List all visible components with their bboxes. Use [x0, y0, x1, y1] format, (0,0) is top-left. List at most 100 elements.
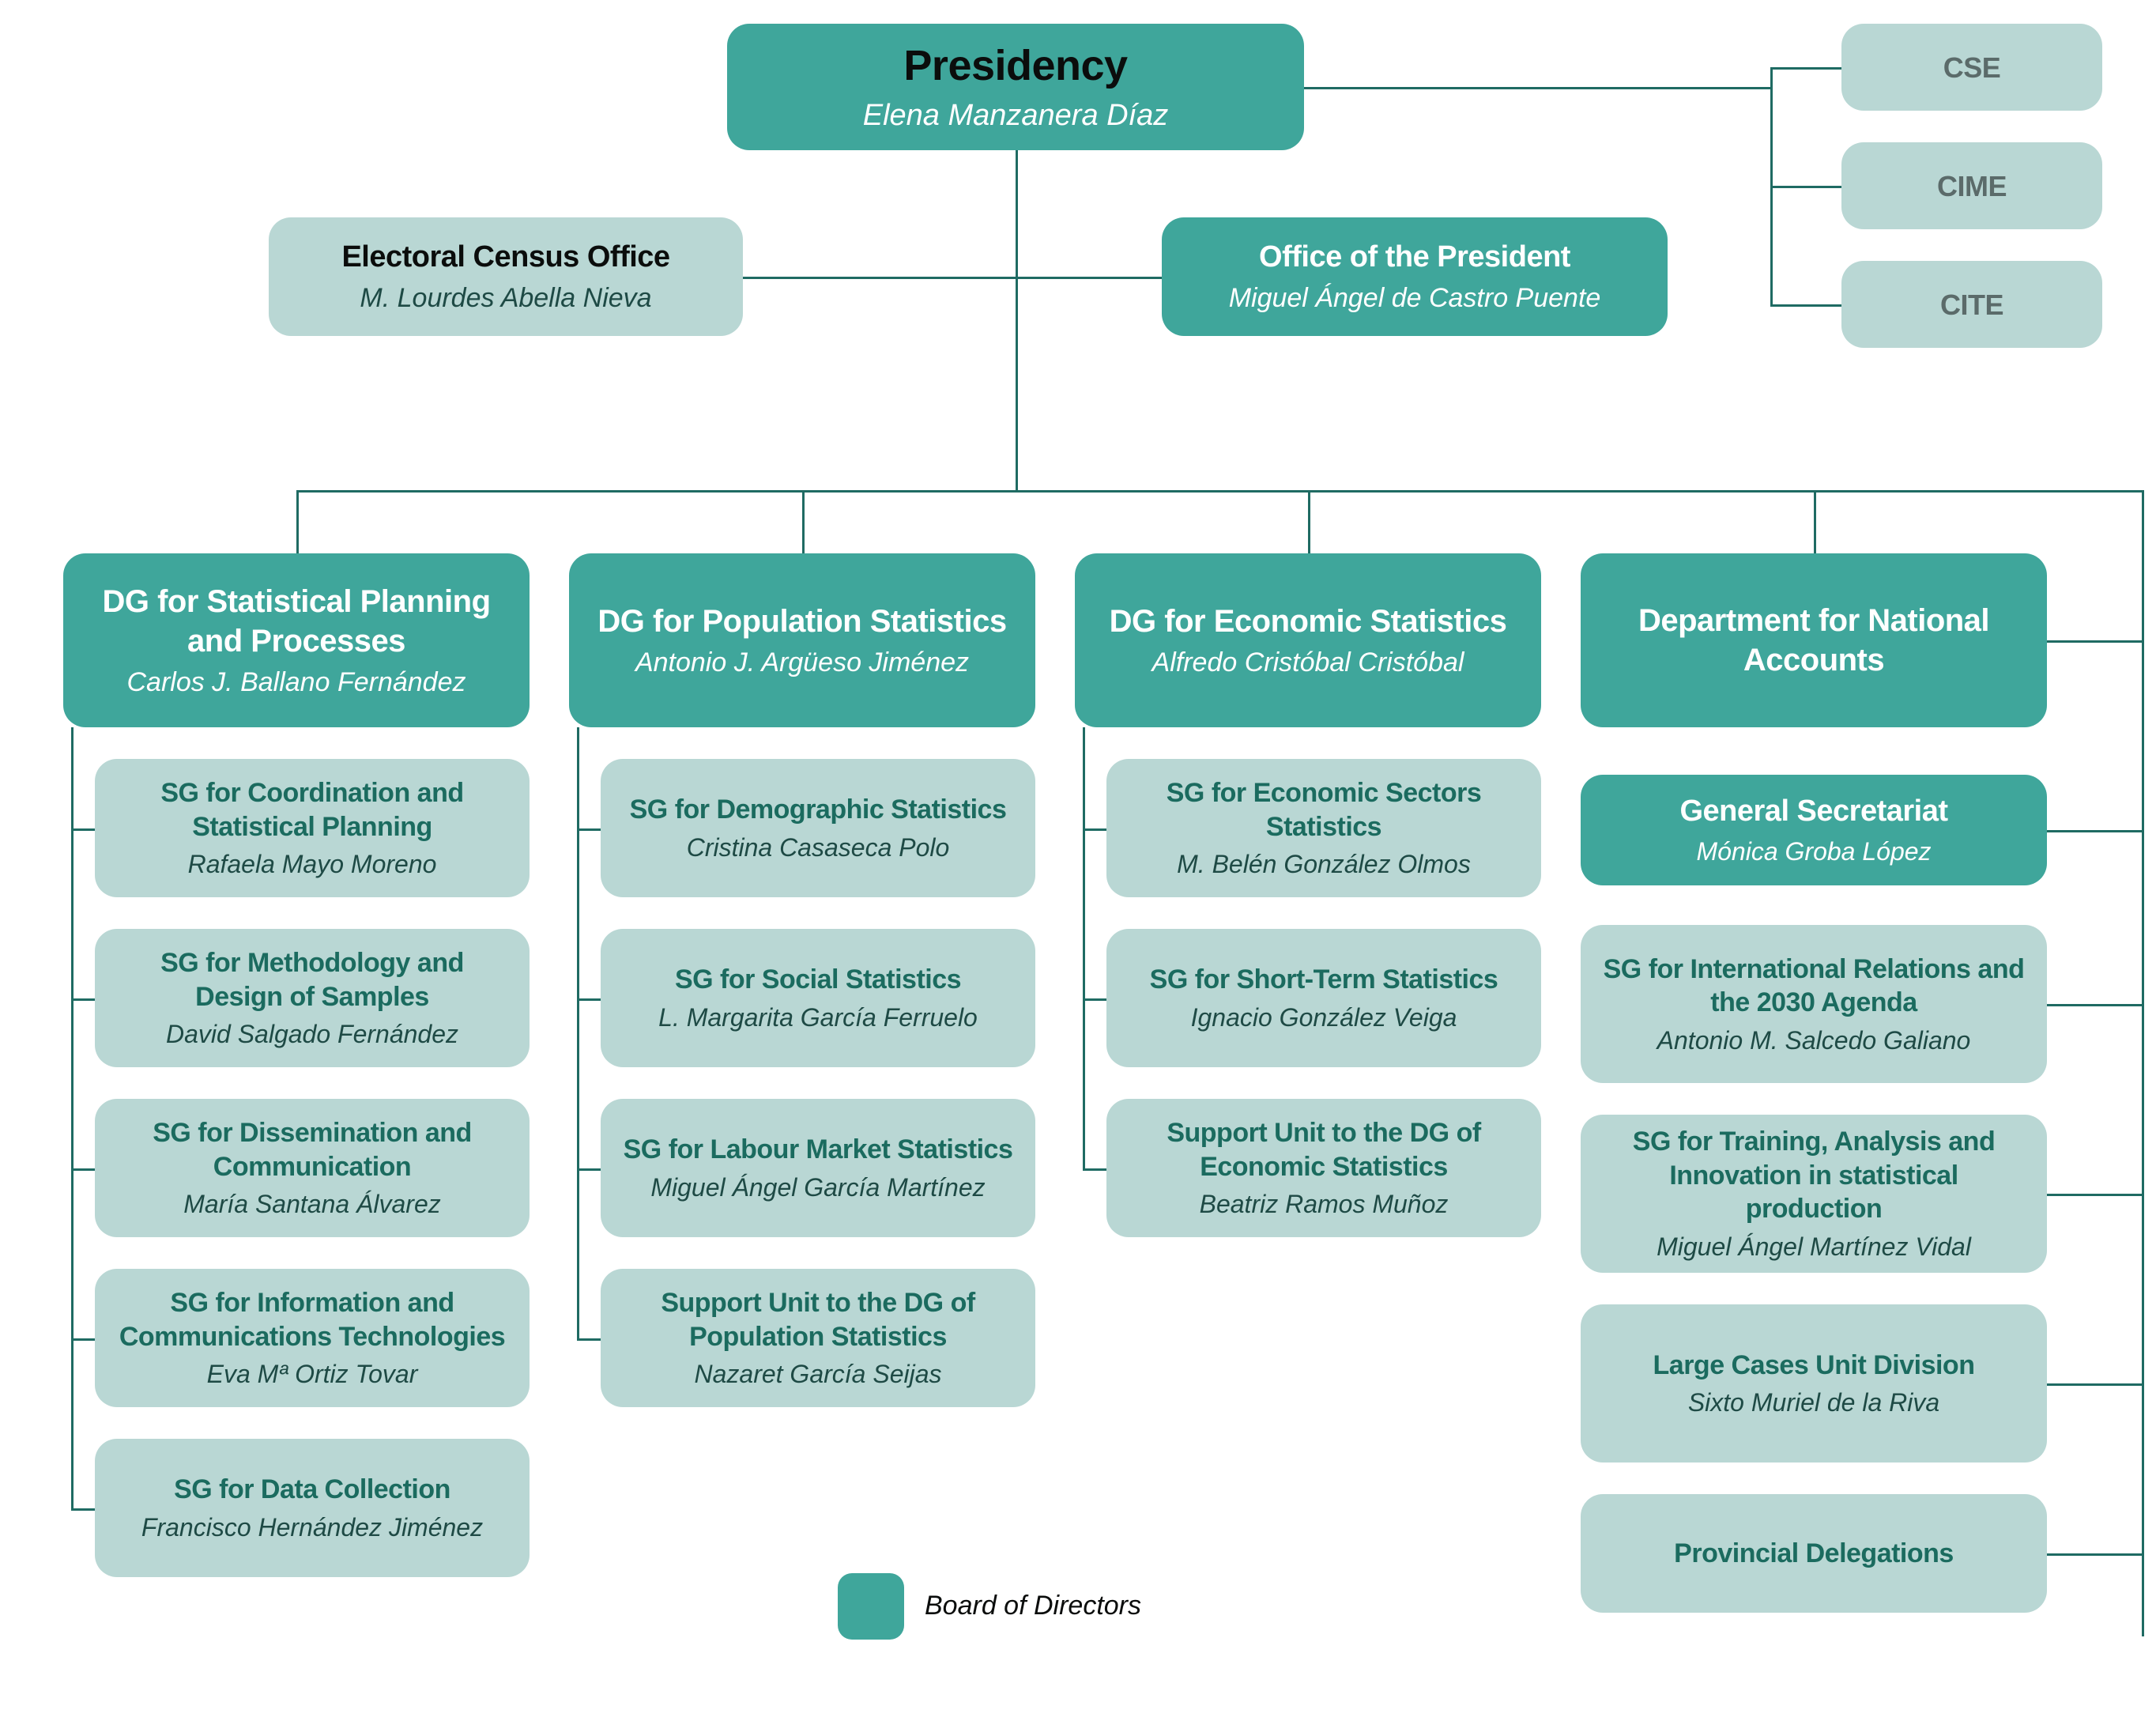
sg-box: Large Cases Unit Division Sixto Muriel de…: [1581, 1304, 2047, 1462]
column-header-1: DG for Population Statistics Antonio J. A…: [569, 553, 1035, 727]
box-subtitle: Sixto Muriel de la Riva: [1688, 1387, 1939, 1418]
box-subtitle: Beatriz Ramos Muñoz: [1200, 1188, 1449, 1220]
connector-line: [1308, 490, 1310, 553]
connector-line: [2047, 830, 2142, 832]
sg-box: SG for Information and Communications Te…: [95, 1269, 530, 1407]
presidency-box: Presidency Elena Manzanera Díaz: [727, 24, 1304, 150]
side-box-cime: CIME: [1841, 142, 2102, 229]
box-title: Department for National Accounts: [1600, 601, 2028, 680]
office-of-president: Office of the President Miguel Ángel de C…: [1162, 217, 1668, 336]
connector-line: [1083, 1168, 1106, 1171]
box-title: Office of the President: [1259, 239, 1570, 277]
connector-line: [577, 727, 579, 1338]
box-subtitle: Mónica Groba López: [1696, 836, 1931, 867]
box-subtitle: María Santana Álvarez: [183, 1188, 441, 1220]
connector-line: [1814, 490, 1816, 553]
box-title: SG for Labour Market Statistics: [624, 1133, 1013, 1167]
box-title: SG for Information and Communications Te…: [114, 1286, 511, 1353]
legend-swatch: [838, 1573, 904, 1640]
connector-line: [577, 998, 601, 1001]
sg-box: SG for Social Statistics L. Margarita Gar…: [601, 929, 1035, 1067]
sg-box: SG for Economic Sectors Statistics M. Bel…: [1106, 759, 1541, 897]
sg-box: SG for Methodology and Design of Samples…: [95, 929, 530, 1067]
connector-line: [2047, 1194, 2142, 1196]
side-box-cse: CSE: [1841, 24, 2102, 111]
box-title: Support Unit to the DG of Population Sta…: [620, 1286, 1016, 1353]
box-title: CITE: [1940, 287, 2003, 323]
box-title: Support Unit to the DG of Economic Stati…: [1125, 1116, 1522, 1183]
sg-box: SG for Data Collection Francisco Hernánde…: [95, 1439, 530, 1577]
box-subtitle: Elena Manzanera Díaz: [863, 97, 1169, 135]
sg-box: Support Unit to the DG of Economic Stati…: [1106, 1099, 1541, 1237]
sg-box: SG for Demographic Statistics Cristina Ca…: [601, 759, 1035, 897]
box-subtitle: Nazaret García Seijas: [694, 1358, 941, 1390]
connector-line: [577, 828, 601, 831]
box-subtitle: Cristina Casaseca Polo: [687, 832, 950, 863]
legend-label: Board of Directors: [925, 1591, 1141, 1621]
general-secretariat: General SecretariatMónica Groba López: [1581, 775, 2047, 885]
sg-box: SG for Short-Term StatisticsIgnacio Gonz…: [1106, 929, 1541, 1067]
box-title: SG for Dissemination and Communication: [114, 1116, 511, 1183]
box-title: Electoral Census Office: [341, 239, 669, 277]
box-subtitle: Ignacio González Veiga: [1191, 1002, 1457, 1033]
box-title: Presidency: [903, 40, 1127, 93]
box-title: SG for Coordination and Statistical Plan…: [114, 776, 511, 844]
connector-line: [1083, 998, 1106, 1001]
box-subtitle: Francisco Hernández Jiménez: [141, 1512, 483, 1543]
side-box-cite: CITE: [1841, 261, 2102, 348]
connector-line: [1083, 727, 1085, 1168]
connector-line: [296, 490, 2142, 493]
connector-line: [1304, 87, 1770, 89]
connector-line: [577, 1338, 601, 1341]
box-subtitle: L. Margarita García Ferruelo: [658, 1002, 978, 1033]
box-title: CIME: [1937, 168, 2007, 204]
org-chart: Presidency Elena Manzanera Díaz CSE CIME CIT…: [0, 0, 2156, 1721]
box-subtitle: Rafaela Mayo Moreno: [188, 848, 437, 880]
box-subtitle: M. Belén González Olmos: [1177, 848, 1471, 880]
box-subtitle: Alfredo Cristóbal Cristóbal: [1152, 646, 1464, 680]
connector-line: [2047, 1553, 2142, 1556]
sg-box: Provincial Delegations: [1581, 1494, 2047, 1613]
box-title: Large Cases Unit Division: [1653, 1349, 1975, 1383]
box-title: SG for Demographic Statistics: [630, 793, 1007, 827]
connector-line: [2142, 490, 2144, 1636]
connector-line: [71, 1168, 95, 1171]
box-subtitle: Antonio M. Salcedo Galiano: [1657, 1025, 1971, 1056]
connector-line: [71, 1338, 95, 1341]
box-title: DG for Statistical Planning and Processe…: [82, 582, 511, 661]
sg-box: SG for Dissemination and Communication Ma…: [95, 1099, 530, 1237]
box-title: DG for Economic Statistics: [1110, 602, 1507, 641]
connector-line: [1770, 67, 1841, 70]
connector-line: [1016, 277, 1162, 279]
connector-line: [1083, 828, 1106, 831]
box-title: CSE: [1943, 50, 2001, 85]
box-subtitle: Antonio J. Argüeso Jiménez: [635, 646, 969, 680]
connector-line: [743, 277, 1016, 279]
box-title: SG for Training, Analysis and Innovation…: [1600, 1125, 2028, 1226]
connector-line: [296, 490, 299, 553]
box-title: DG for Population Statistics: [597, 602, 1006, 641]
box-title: Provincial Delegations: [1674, 1537, 1954, 1571]
connector-line: [1770, 304, 1841, 307]
box-subtitle: Eva Mª Ortiz Tovar: [207, 1358, 418, 1390]
connector-line: [802, 490, 805, 553]
connector-line: [577, 1168, 601, 1171]
sg-box: SG for Training, Analysis and Innovation…: [1581, 1115, 2047, 1273]
column-header-0: DG for Statistical Planning and Processe…: [63, 553, 530, 727]
box-subtitle: Miguel Ángel García Martínez: [650, 1172, 985, 1203]
connector-line: [1016, 150, 1018, 490]
connector-line: [2047, 640, 2142, 643]
box-subtitle: Miguel Ángel de Castro Puente: [1229, 281, 1601, 315]
sg-box: SG for International Relations and the 2…: [1581, 925, 2047, 1083]
connector-line: [1770, 186, 1841, 188]
box-title: SG for Methodology and Design of Samples: [114, 946, 511, 1013]
connector-line: [71, 828, 95, 831]
box-title: SG for Data Collection: [174, 1473, 450, 1507]
box-subtitle: David Salgado Fernández: [166, 1018, 458, 1050]
sg-box: SG for Labour Market Statistics Miguel Án…: [601, 1099, 1035, 1237]
box-title: SG for Social Statistics: [675, 963, 961, 997]
box-title: SG for Economic Sectors Statistics: [1125, 776, 1522, 844]
sg-box: SG for Coordination and Statistical Plan…: [95, 759, 530, 897]
column-header-3: Department for National Accounts: [1581, 553, 2047, 727]
electoral-census-office: Electoral Census OfficeM. Lourdes Abella…: [269, 217, 743, 336]
